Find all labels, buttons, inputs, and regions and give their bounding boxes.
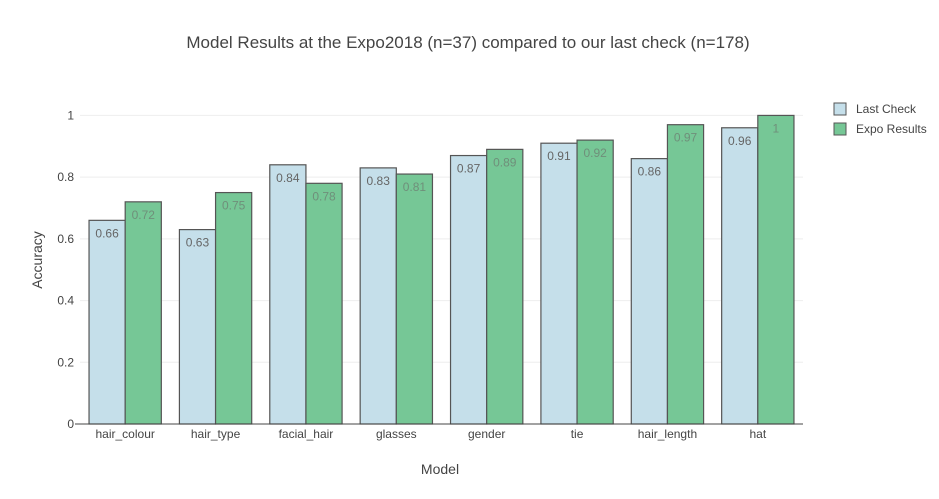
bar-last-check-facial_hair[interactable] xyxy=(269,164,307,425)
y-tick-label: 0.8 xyxy=(57,170,74,184)
chart-title: Model Results at the Expo2018 (n=37) com… xyxy=(186,33,749,52)
x-tick-label: hat xyxy=(749,427,766,441)
bar-expo-results-hair_colour[interactable] xyxy=(124,201,162,425)
data-label: 0.96 xyxy=(728,134,752,148)
data-label: 0.89 xyxy=(493,155,517,169)
data-label: 0.63 xyxy=(186,236,210,250)
bars xyxy=(88,114,795,425)
data-label: 0.72 xyxy=(132,208,156,222)
bar-expo-results-facial_hair[interactable] xyxy=(305,182,343,425)
data-labels: 0.66 0.72 0.63 0.75 0.84 0.78 0.83 0.81 0.87 0.89… xyxy=(95,121,779,249)
y-tick-label: 0.2 xyxy=(57,355,74,369)
data-label: 1 xyxy=(773,121,780,135)
y-tick-label: 1 xyxy=(67,108,74,122)
y-tick-label: 0.4 xyxy=(57,294,74,308)
x-tick-label: hair_length xyxy=(638,427,697,441)
y-tick-label: 0.6 xyxy=(57,232,74,246)
legend-item-expo-results[interactable]: Expo Results xyxy=(833,122,927,136)
bar-last-check-hair_colour[interactable] xyxy=(88,219,126,425)
x-tick-label: hair_colour xyxy=(96,427,155,441)
legend-label: Expo Results xyxy=(856,122,927,136)
bar-expo-results-gender[interactable] xyxy=(486,148,524,425)
data-label: 0.75 xyxy=(222,199,246,213)
data-label: 0.66 xyxy=(95,226,119,240)
y-axis-title: Accuracy xyxy=(29,231,45,289)
legend[interactable]: Last Check Expo Results xyxy=(833,102,927,136)
bar-expo-results-hair_length[interactable] xyxy=(666,124,705,425)
bar-last-check-tie[interactable] xyxy=(540,142,578,425)
data-label: 0.87 xyxy=(457,162,481,176)
y-tick-label: 0 xyxy=(67,417,74,431)
legend-swatch xyxy=(833,122,847,136)
legend-swatch xyxy=(833,102,847,116)
data-label: 0.81 xyxy=(403,180,427,194)
x-tick-label: tie xyxy=(571,427,584,441)
bar-expo-results-glasses[interactable] xyxy=(395,173,434,425)
data-label: 0.92 xyxy=(583,146,607,160)
data-label: 0.97 xyxy=(674,131,698,145)
data-label: 0.86 xyxy=(638,165,662,179)
x-tick-label: hair_type xyxy=(191,427,241,441)
bar-expo-results-hat[interactable] xyxy=(757,114,795,425)
legend-item-last-check[interactable]: Last Check xyxy=(833,102,917,116)
bar-last-check-hair_type[interactable] xyxy=(178,229,217,425)
bar-last-check-hair_length[interactable] xyxy=(630,158,669,425)
legend-label: Last Check xyxy=(856,102,917,116)
bar-last-check-hat[interactable] xyxy=(721,127,759,425)
x-axis-title: Model xyxy=(421,461,459,477)
bar-expo-results-hair_type[interactable] xyxy=(214,191,253,425)
bar-last-check-glasses[interactable] xyxy=(359,167,397,425)
data-label: 0.84 xyxy=(276,171,300,185)
bar-expo-results-tie[interactable] xyxy=(576,139,614,425)
data-label: 0.83 xyxy=(367,174,391,188)
x-tick-label: gender xyxy=(468,427,505,441)
data-label: 0.78 xyxy=(312,189,336,203)
bar-last-check-gender[interactable] xyxy=(449,154,488,425)
x-tick-label: glasses xyxy=(376,427,417,441)
x-tick-label: facial_hair xyxy=(279,427,334,441)
data-label: 0.91 xyxy=(547,149,571,163)
